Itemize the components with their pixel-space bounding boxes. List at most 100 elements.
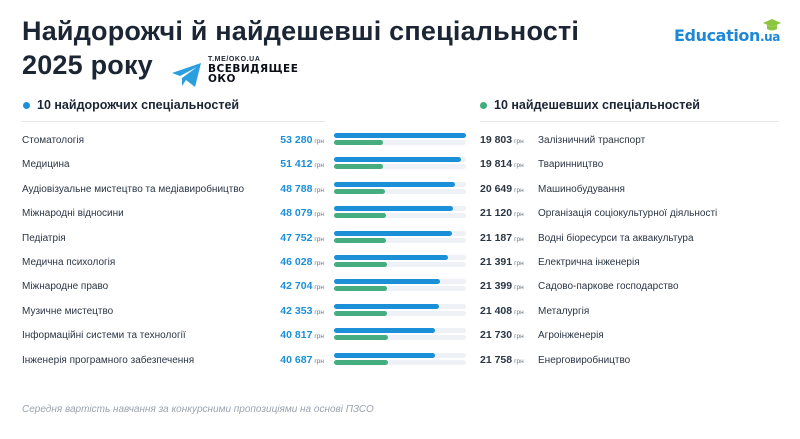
expensive-section-heading: 10 найдорожчих спеціальностей bbox=[23, 98, 239, 112]
expensive-bar bbox=[334, 181, 455, 187]
bar-track bbox=[334, 133, 466, 138]
table-row: Міжнародні відносини 48 079 грн 21 120 грн Ор… bbox=[0, 203, 800, 227]
bar-track bbox=[334, 286, 466, 292]
expensive-bar bbox=[334, 157, 462, 163]
currency-unit: грн bbox=[314, 186, 324, 194]
cheap-bar bbox=[334, 188, 386, 194]
currency-unit: грн bbox=[314, 235, 324, 243]
cheap-specialty-name: Машинобудування bbox=[538, 183, 625, 195]
telegram-channel-badge[interactable]: T.ME/OKO.UA ВСЕВИДЯЩЕЕ ОКО bbox=[171, 52, 311, 87]
bar-track bbox=[334, 164, 466, 170]
expensive-specialty-name: Інформаційні системи та технології bbox=[22, 330, 186, 342]
cheap-cost-value: 19 803 грн bbox=[480, 134, 524, 146]
currency-unit: грн bbox=[314, 162, 324, 170]
currency-unit: грн bbox=[314, 308, 324, 316]
cheap-bar bbox=[334, 310, 388, 316]
currency-unit: грн bbox=[514, 308, 524, 316]
expensive-specialty-name: Міжнародні відносини bbox=[22, 208, 124, 220]
currency-unit: грн bbox=[314, 138, 324, 145]
expensive-cost-value: 53 280 грн bbox=[280, 134, 324, 146]
table-row: Медична психологія 46 028 грн 21 391 грн Елек… bbox=[0, 252, 800, 276]
cheap-specialty-name: Електрична інженерія bbox=[538, 257, 640, 268]
currency-unit: грн bbox=[514, 211, 524, 219]
cheap-cost-value: 21 399 грн bbox=[480, 280, 524, 293]
expensive-specialty-name: Аудіовізуальне мистецтво та медіавиробни… bbox=[22, 183, 245, 195]
bar-track bbox=[334, 188, 466, 194]
brand-tld-text: .ua bbox=[760, 30, 780, 44]
cheap-specialty-name: Агроінженерія bbox=[538, 330, 604, 342]
table-row: Медицина 51 412 грн 19 814 грн Тваринництво bbox=[0, 154, 800, 178]
expensive-bar bbox=[334, 352, 435, 358]
green-legend-dot bbox=[480, 101, 487, 109]
cheap-bar bbox=[334, 237, 387, 243]
expensive-specialty-name: Інженерія програмного забезпечення bbox=[22, 354, 195, 366]
expensive-bar bbox=[334, 303, 439, 309]
blue-legend-dot bbox=[23, 101, 30, 109]
bar-track bbox=[334, 359, 466, 365]
expensive-cost-value: 40 687 грн bbox=[280, 353, 324, 366]
cheap-bar bbox=[334, 164, 384, 170]
graduation-cap-icon bbox=[763, 19, 781, 31]
cheap-cost-value: 21 391 грн bbox=[480, 256, 524, 268]
bar-track bbox=[334, 157, 466, 163]
table-row: Музичне мистецтво 42 353 грн 21 408 грн Метал… bbox=[0, 301, 800, 325]
currency-unit: грн bbox=[514, 333, 524, 341]
cheap-cost-value: 21 730 грн bbox=[480, 329, 524, 342]
currency-unit: грн bbox=[514, 284, 524, 292]
title-line-1: Найдорожчі й найдешевші спеціальності bbox=[22, 16, 580, 46]
expensive-bar bbox=[334, 133, 466, 138]
expensive-cost-value: 48 788 грн bbox=[280, 182, 324, 195]
cheap-bar bbox=[334, 359, 388, 365]
currency-unit: грн bbox=[514, 357, 524, 365]
expensive-specialty-name: Стоматологія bbox=[22, 135, 85, 146]
cheap-bar bbox=[334, 286, 387, 292]
currency-unit: грн bbox=[514, 186, 524, 194]
bar-track bbox=[334, 352, 466, 358]
bar-track bbox=[334, 255, 466, 260]
left-divider bbox=[22, 121, 325, 122]
cheap-section-heading: 10 найдешевших спеціальностей bbox=[480, 98, 700, 112]
cheap-specialty-name: Водні біоресурси та аквакультура bbox=[538, 232, 694, 244]
currency-unit: грн bbox=[514, 235, 524, 243]
expensive-cost-value: 48 079 грн bbox=[280, 207, 324, 220]
cheap-cost-value: 20 649 грн bbox=[480, 182, 524, 195]
cheap-specialty-name: Залізничний транспорт bbox=[538, 135, 646, 146]
expensive-specialty-name: Медицина bbox=[22, 159, 70, 171]
expensive-cost-value: 46 028 грн bbox=[280, 256, 324, 268]
page-title: Найдорожчі й найдешевші спеціальності 20… bbox=[22, 14, 579, 82]
table-row: Стоматологія 53 280 грн 19 803 грн Залізнични… bbox=[0, 130, 800, 154]
bar-track bbox=[334, 230, 466, 236]
footnote: Середня вартість навчання за конкурсними… bbox=[22, 404, 374, 415]
cheap-bar bbox=[334, 262, 387, 267]
cheap-cost-value: 21 120 грн bbox=[480, 207, 524, 220]
telegram-link[interactable]: T.ME/OKO.UA bbox=[208, 56, 261, 63]
brand-name: Education.ua bbox=[674, 26, 780, 45]
cheap-cost-value: 21 408 грн bbox=[480, 304, 524, 317]
expensive-cost-value: 51 412 грн bbox=[280, 158, 324, 171]
expensive-cost-value: 40 817 грн bbox=[280, 329, 324, 342]
cheap-specialty-name: Металургія bbox=[538, 305, 590, 317]
cheap-cost-value: 21 187 грн bbox=[480, 231, 524, 244]
bar-track bbox=[334, 140, 466, 145]
cheap-specialty-name: Садово-паркове господарство bbox=[538, 281, 679, 293]
expensive-cost-value: 47 752 грн bbox=[280, 231, 324, 244]
bar-track bbox=[334, 237, 466, 243]
telegram-channel-name: ВСЕВИДЯЩЕЕ ОКО bbox=[208, 63, 299, 85]
brand-logo[interactable]: Education.ua bbox=[674, 19, 781, 50]
cheap-bar bbox=[334, 335, 388, 341]
telegram-plane-icon bbox=[172, 63, 201, 87]
bar-track bbox=[334, 310, 466, 316]
currency-unit: грн bbox=[314, 333, 324, 341]
table-row: Педіатрія 47 752 грн 21 187 грн Водні біоресу… bbox=[0, 228, 800, 252]
table-row: Інженерія програмного забезпечення 40 687… bbox=[0, 350, 800, 374]
bar-track bbox=[334, 213, 466, 219]
bar-track bbox=[334, 262, 466, 267]
cheap-specialty-name: Організація соціокультурної діяльності bbox=[538, 208, 718, 220]
expensive-cost-value: 42 704 грн bbox=[280, 280, 324, 293]
expensive-cost-value: 42 353 грн bbox=[280, 304, 324, 317]
expensive-bar bbox=[334, 230, 453, 236]
bar-track bbox=[334, 279, 466, 285]
currency-unit: грн bbox=[514, 162, 524, 170]
currency-unit: грн bbox=[314, 260, 324, 267]
title-line-2: 2025 року bbox=[22, 50, 153, 80]
